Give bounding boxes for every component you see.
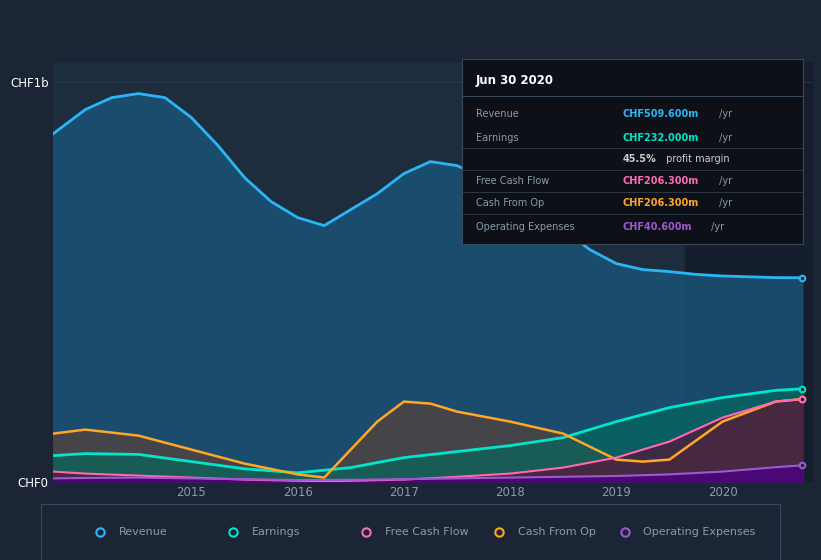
Text: Cash From Op: Cash From Op — [476, 198, 544, 208]
Text: /yr: /yr — [708, 222, 723, 232]
Text: /yr: /yr — [716, 176, 732, 186]
Text: CHF509.600m: CHF509.600m — [622, 109, 699, 119]
Text: Earnings: Earnings — [476, 133, 518, 143]
Text: Revenue: Revenue — [119, 527, 167, 537]
Text: Jun 30 2020: Jun 30 2020 — [476, 73, 554, 87]
Text: CHF206.300m: CHF206.300m — [622, 176, 699, 186]
Text: Free Cash Flow: Free Cash Flow — [385, 527, 468, 537]
Text: Operating Expenses: Operating Expenses — [476, 222, 575, 232]
Text: 45.5%: 45.5% — [622, 153, 656, 164]
Text: /yr: /yr — [716, 198, 732, 208]
Text: Operating Expenses: Operating Expenses — [644, 527, 755, 537]
Text: Revenue: Revenue — [476, 109, 519, 119]
Text: CHF232.000m: CHF232.000m — [622, 133, 699, 143]
Text: Free Cash Flow: Free Cash Flow — [476, 176, 549, 186]
Text: /yr: /yr — [716, 133, 732, 143]
Text: /yr: /yr — [716, 109, 732, 119]
Bar — [686, 62, 813, 482]
Text: CHF206.300m: CHF206.300m — [622, 198, 699, 208]
Text: CHF40.600m: CHF40.600m — [622, 222, 692, 232]
Text: Earnings: Earnings — [252, 527, 300, 537]
Text: Cash From Op: Cash From Op — [518, 527, 595, 537]
Text: profit margin: profit margin — [663, 153, 730, 164]
